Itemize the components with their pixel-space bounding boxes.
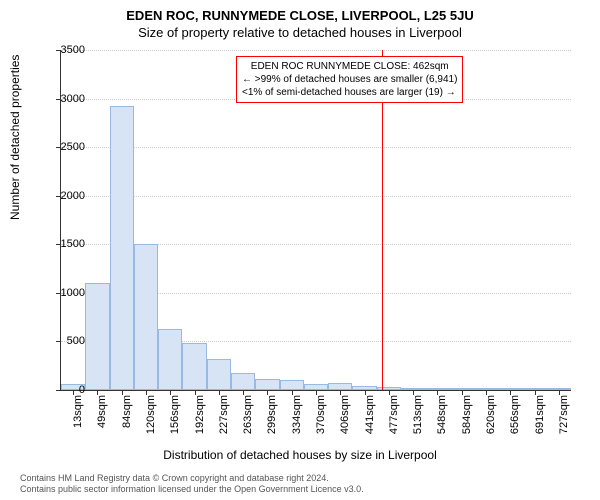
gridline xyxy=(61,50,571,51)
gridline xyxy=(61,147,571,148)
histogram-bar xyxy=(158,329,182,390)
y-tick-label: 500 xyxy=(45,335,85,347)
x-tick-label: 263sqm xyxy=(242,395,254,445)
histogram-bar xyxy=(110,106,134,390)
histogram-bar xyxy=(255,379,279,390)
y-tick-label: 2000 xyxy=(45,190,85,202)
x-tick-label: 406sqm xyxy=(339,395,351,445)
histogram-bar xyxy=(280,380,304,390)
x-tick-label: 584sqm xyxy=(461,395,473,445)
gridline xyxy=(61,196,571,197)
chart-title: EDEN ROC, RUNNYMEDE CLOSE, LIVERPOOL, L2… xyxy=(0,0,600,23)
x-tick-label: 299sqm xyxy=(266,395,278,445)
y-tick-label: 1000 xyxy=(45,287,85,299)
histogram-bar xyxy=(85,283,109,390)
x-tick-label: 691sqm xyxy=(534,395,546,445)
histogram-bar xyxy=(207,359,231,390)
y-tick-label: 2500 xyxy=(45,141,85,153)
x-tick-label: 513sqm xyxy=(412,395,424,445)
histogram-bar xyxy=(134,244,158,390)
x-tick-label: 727sqm xyxy=(558,395,570,445)
chart-container: EDEN ROC, RUNNYMEDE CLOSE, LIVERPOOL, L2… xyxy=(0,0,600,500)
x-tick-label: 192sqm xyxy=(194,395,206,445)
annotation-box: EDEN ROC RUNNYMEDE CLOSE: 462sqm← >99% o… xyxy=(236,56,463,103)
histogram-bar xyxy=(182,343,206,390)
x-axis-label: Distribution of detached houses by size … xyxy=(0,448,600,462)
y-tick-label: 1500 xyxy=(45,238,85,250)
x-tick-label: 227sqm xyxy=(218,395,230,445)
annotation-text-line: <1% of semi-detached houses are larger (… xyxy=(242,86,457,99)
y-tick-label: 3500 xyxy=(45,44,85,56)
y-axis-label: Number of detached properties xyxy=(8,55,22,220)
annotation-text-line: ← >99% of detached houses are smaller (6… xyxy=(242,73,457,86)
histogram-bar xyxy=(328,383,352,390)
x-tick-label: 156sqm xyxy=(169,395,181,445)
x-tick-label: 49sqm xyxy=(96,395,108,445)
x-tick-label: 370sqm xyxy=(315,395,327,445)
x-tick-label: 84sqm xyxy=(121,395,133,445)
x-tick-label: 441sqm xyxy=(364,395,376,445)
x-tick-label: 13sqm xyxy=(72,395,84,445)
plot-area: EDEN ROC RUNNYMEDE CLOSE: 462sqm← >99% o… xyxy=(60,50,571,391)
x-tick-label: 477sqm xyxy=(388,395,400,445)
x-tick-label: 620sqm xyxy=(485,395,497,445)
x-tick-label: 334sqm xyxy=(291,395,303,445)
chart-subtitle: Size of property relative to detached ho… xyxy=(0,23,600,40)
x-tick-label: 548sqm xyxy=(436,395,448,445)
y-tick-label: 3000 xyxy=(45,93,85,105)
footer-line2: Contains public sector information licen… xyxy=(20,484,364,496)
annotation-text-line: EDEN ROC RUNNYMEDE CLOSE: 462sqm xyxy=(242,60,457,73)
footer-line1: Contains HM Land Registry data © Crown c… xyxy=(20,473,364,485)
x-tick-label: 120sqm xyxy=(145,395,157,445)
chart-footer: Contains HM Land Registry data © Crown c… xyxy=(20,473,364,496)
x-tick-label: 656sqm xyxy=(509,395,521,445)
histogram-bar xyxy=(231,373,255,390)
